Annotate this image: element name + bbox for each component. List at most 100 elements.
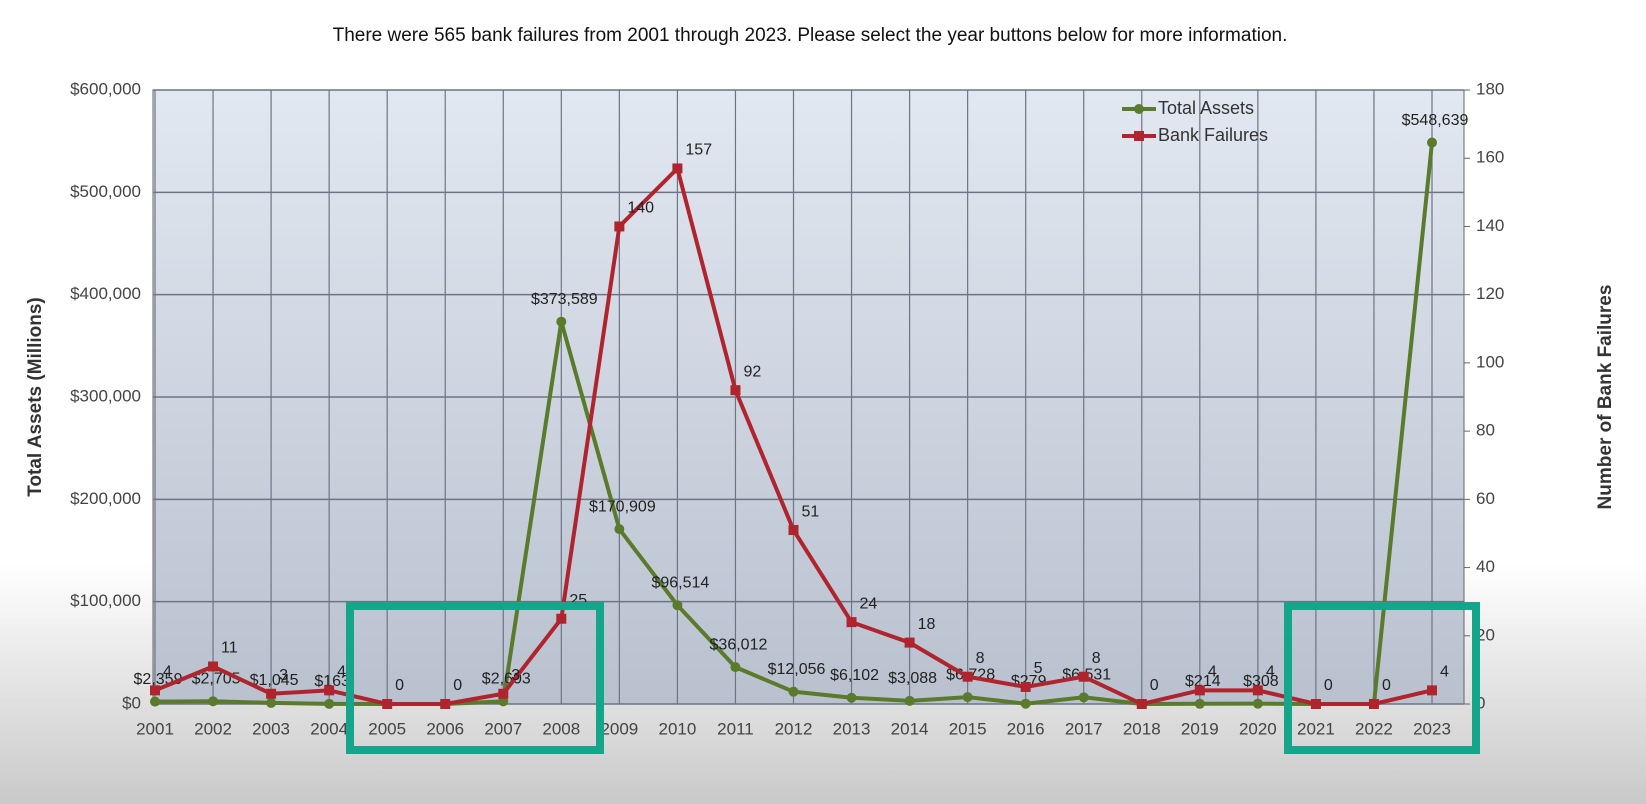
marker [788,686,799,697]
data-label: 51 [802,503,820,520]
data-label: $170,909 [589,498,656,515]
x-tick-label: 2013 [833,719,871,738]
marker [556,316,567,327]
x-tick-label: 2021 [1297,719,1335,738]
data-label: 24 [860,595,878,612]
marker [556,613,567,624]
data-label: $36,012 [710,636,768,653]
data-label: 92 [743,363,761,380]
data-label: $214 [1185,673,1221,690]
y2-tick-label: 40 [1476,557,1495,576]
x-tick-label: 2015 [949,719,987,738]
x-tick-label: 2008 [542,719,580,738]
marker [1252,698,1263,709]
marker [1252,685,1263,696]
marker [208,696,219,707]
chart-title: There were 565 bank failures from 2001 t… [333,25,1288,46]
x-tick-label: 2010 [658,719,696,738]
y2-tick-label: 60 [1476,489,1495,508]
x-tick-label: 2006 [426,719,464,738]
marker [1194,698,1205,709]
marker [730,385,741,396]
marker [324,698,335,709]
marker [1136,699,1147,709]
legend-label: Total Assets [1158,98,1254,118]
data-label: $96,514 [651,574,709,591]
data-label: $2,359 [134,671,183,688]
data-label: 0 [1150,677,1159,694]
y2-tick-label: 0 [1476,693,1485,712]
y-tick-label: $100,000 [70,591,141,610]
highlight-box [346,602,604,754]
x-tick-label: 2009 [600,719,638,738]
marker [962,671,973,682]
marker [498,688,509,699]
data-label: $308 [1243,673,1279,690]
data-label: $3,088 [888,670,937,687]
marker [208,661,219,672]
y-tick-label: $400,000 [70,284,141,303]
marker [382,699,393,709]
data-label: $548,639 [1402,112,1469,129]
marker [614,524,625,535]
highlight-box [1284,602,1480,754]
y-tick-label: $200,000 [70,489,141,508]
x-tick-label: 2011 [717,719,754,738]
data-label: 8 [1092,650,1101,667]
marker [266,688,277,699]
marker [846,692,857,703]
legend-marker [1134,104,1144,114]
data-label: 4 [1208,664,1217,681]
data-label: $6,102 [830,667,879,684]
data-label: 3 [511,667,520,684]
marker [672,600,683,611]
data-label: 8 [976,650,985,667]
marker [266,697,277,708]
data-label: 0 [453,677,462,694]
data-label: 157 [685,142,712,159]
y2-tick-label: 20 [1476,625,1495,644]
x-tick-label: 2018 [1123,719,1161,738]
data-label: $2,603 [482,671,531,688]
y2-tick-label: 160 [1476,148,1504,167]
x-tick-label: 2002 [194,719,232,738]
data-label: 3 [279,667,288,684]
data-label: 4 [1266,664,1275,681]
legend-marker [1134,131,1144,141]
data-label: $1,045 [250,672,299,689]
data-label: 4 [1440,664,1449,681]
y2-tick-label: 120 [1476,284,1504,303]
x-tick-label: 2005 [368,719,406,738]
y2-tick-label: 80 [1476,421,1495,440]
data-label: $163 [314,673,350,690]
x-tick-label: 2007 [484,719,522,738]
y2-tick-label: 140 [1476,216,1504,235]
x-tick-label: 2020 [1239,719,1277,738]
marker [1020,681,1031,692]
marker [846,617,857,628]
y-axis-title: Total Assets (Millions) [25,297,46,497]
data-label: 0 [1324,677,1333,694]
marker [1078,692,1089,703]
marker [1310,699,1321,709]
marker [1368,699,1379,709]
marker [904,637,915,648]
marker [1020,698,1031,709]
x-tick-label: 2003 [252,719,290,738]
x-tick-label: 2012 [775,719,813,738]
marker [614,221,625,232]
y-tick-label: $500,000 [70,182,141,201]
y-tick-label: $600,000 [70,79,141,98]
data-label: 4 [337,664,346,681]
data-label: 18 [918,616,936,633]
x-tick-label: 2023 [1413,719,1451,738]
x-tick-label: 2016 [1007,719,1045,738]
marker [962,692,973,703]
marker [904,695,915,706]
x-tick-label: 2014 [891,719,929,738]
marker [1194,685,1205,696]
marker [1427,685,1437,696]
marker [730,662,741,673]
